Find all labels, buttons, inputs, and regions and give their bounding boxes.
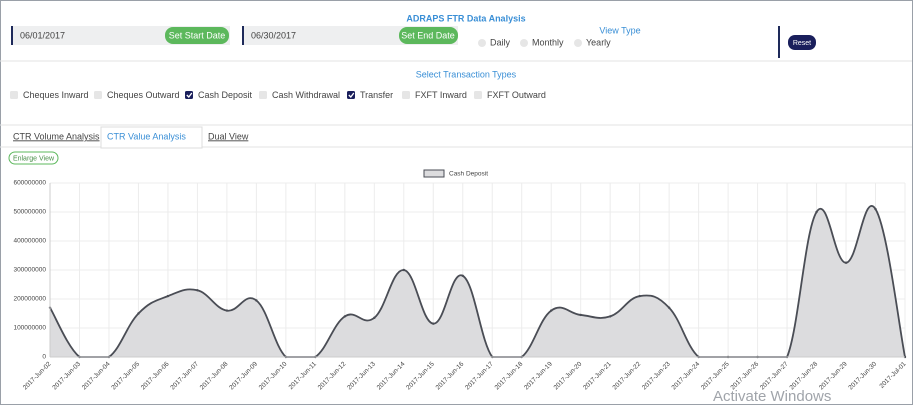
y-tick-label: 300000000: [13, 267, 46, 274]
point: [550, 309, 553, 312]
reset-button[interactable]: [788, 35, 816, 50]
checkbox[interactable]: [94, 91, 102, 99]
tab-active: [100, 126, 203, 149]
point: [225, 309, 229, 312]
point: [608, 315, 612, 318]
tab[interactable]: CTR Volume Analysis: [13, 131, 100, 141]
checkbox-label: Cheques Outward: [107, 90, 180, 100]
point: [432, 322, 435, 325]
legend-swatch: [423, 169, 445, 178]
y-tick-label: 100000000: [13, 325, 46, 332]
point: [638, 294, 641, 298]
enlarge-label: Enlarge View: [13, 155, 55, 162]
watermark: Activate Windows: [713, 388, 831, 405]
point: [343, 315, 347, 318]
point: [196, 289, 199, 292]
radio[interactable]: [520, 39, 528, 47]
point: [166, 294, 170, 298]
end-button-label: Set End Date: [401, 30, 455, 40]
checkbox-label: Cheques Inward: [23, 90, 89, 100]
point: [373, 316, 376, 320]
input-accent: [11, 26, 13, 45]
checkmark: [186, 92, 193, 98]
checkbox-label: Transfer: [360, 90, 393, 100]
filters-label: Select Transaction Types: [416, 69, 517, 79]
y-tick-label: 0: [42, 354, 46, 361]
start-button[interactable]: [165, 27, 229, 44]
reset-label: Reset: [793, 40, 811, 47]
point: [579, 313, 582, 317]
tab[interactable]: Dual View: [208, 131, 249, 141]
divider: [778, 26, 780, 58]
y-tick-label: 200000000: [13, 296, 46, 303]
point: [844, 261, 848, 264]
checkbox[interactable]: [402, 91, 410, 99]
end-button[interactable]: [399, 27, 458, 44]
area: [50, 205, 905, 357]
input-accent: [242, 26, 244, 45]
y-tick-label: 400000000: [13, 238, 46, 245]
point: [461, 274, 464, 277]
radio-label: Yearly: [586, 37, 611, 47]
point: [137, 312, 140, 315]
checkbox-label: Cash Deposit: [198, 90, 253, 100]
point: [815, 210, 818, 214]
start-button-label: Set Start Date: [169, 30, 226, 40]
checkbox[interactable]: [474, 91, 482, 99]
legend-label: Cash Deposit: [449, 171, 488, 178]
checkbox[interactable]: [10, 91, 18, 99]
checkbox[interactable]: [259, 91, 267, 99]
point: [255, 299, 258, 302]
view-type-label: View Type: [599, 25, 640, 35]
radio-label: Monthly: [532, 37, 564, 47]
radio[interactable]: [478, 39, 486, 47]
point: [402, 268, 405, 272]
enlarge-button[interactable]: [8, 151, 59, 165]
checkbox-label: FXFT Outward: [487, 90, 546, 100]
point: [667, 306, 671, 309]
start-date: 06/01/2017: [20, 30, 65, 40]
y-tick-label: 600000000: [13, 180, 46, 187]
tab[interactable]: CTR Value Analysis: [107, 131, 186, 141]
y-tick-label: 500000000: [13, 209, 46, 216]
end-date: 06/30/2017: [251, 30, 296, 40]
radio[interactable]: [574, 39, 582, 47]
checkmark: [348, 92, 355, 98]
app-title: ADRAPS FTR Data Analysis: [406, 13, 525, 23]
checkbox-label: FXFT Inward: [415, 90, 467, 100]
point: [874, 207, 877, 211]
checkbox-label: Cash Withdrawal: [272, 90, 340, 100]
radio-label: Daily: [490, 37, 511, 47]
